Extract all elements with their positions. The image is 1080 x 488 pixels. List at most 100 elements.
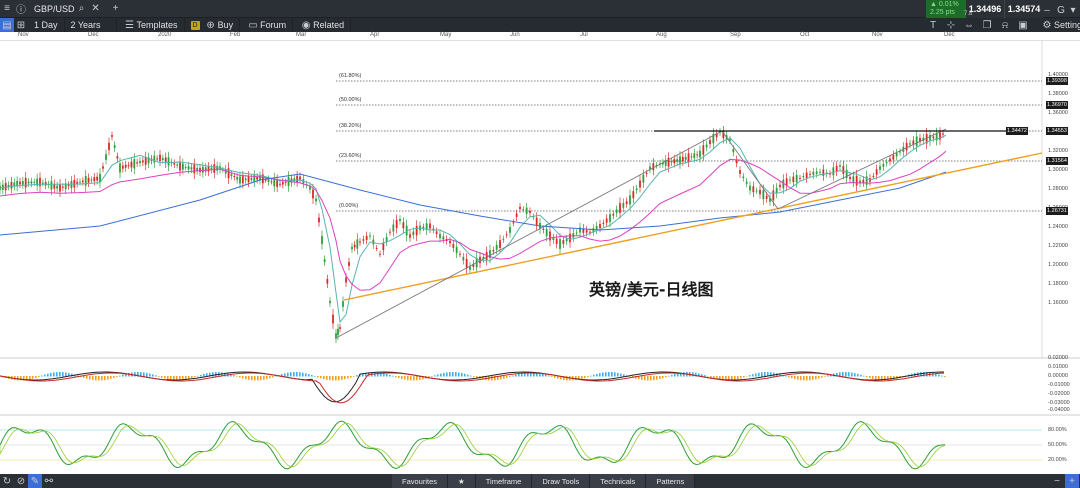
candle-body: [565, 238, 568, 242]
price-tick: 1.28000: [1048, 186, 1068, 192]
candle-body: [882, 163, 885, 167]
fib-price-label: 1.26731: [1046, 207, 1068, 215]
close-icon[interactable]: ✕: [91, 3, 100, 14]
stoch-d-line: [0, 422, 946, 468]
link-icon[interactable]: ⚯: [44, 475, 54, 487]
macd-histogram-bar: [161, 376, 163, 378]
candle-body: [39, 177, 41, 187]
buy-label: Buy: [217, 20, 234, 30]
macd-histogram-bar: [896, 376, 898, 379]
candle-body: [264, 179, 267, 181]
macd-histogram-bar: [179, 376, 181, 381]
macd-histogram-bar: [725, 376, 727, 381]
macd-histogram-bar: [392, 375, 394, 377]
candle-body: [939, 132, 941, 140]
bottom-tab[interactable]: Patterns: [646, 474, 696, 488]
settings-gear-icon[interactable]: G: [1057, 4, 1065, 16]
collapse-icon[interactable]: −: [1054, 475, 1060, 487]
bottom-tab[interactable]: Favourites: [392, 474, 449, 488]
templates-button[interactable]: ☰ Templates: [117, 18, 185, 32]
macd-histogram-bar: [95, 376, 97, 381]
macd-histogram-bar: [236, 376, 238, 377]
macd-histogram-bar: [362, 373, 364, 377]
candle-body: [422, 226, 425, 228]
macd-histogram-bar: [38, 376, 40, 377]
copy-icon[interactable]: ❐: [982, 19, 992, 31]
range-select[interactable]: 2 Years: [65, 18, 117, 32]
candle-body: [425, 223, 428, 231]
macd-histogram-bar: [272, 376, 274, 378]
minimize-icon[interactable]: –: [1044, 4, 1050, 16]
macd-histogram-bar: [434, 375, 436, 377]
ask-price[interactable]: 1.34574: [1004, 0, 1043, 18]
macd-histogram-bar: [770, 372, 772, 377]
grid-icon[interactable]: ⊞: [16, 19, 26, 31]
candle-body: [187, 165, 190, 170]
chart-type-icon[interactable]: ▤: [0, 18, 14, 32]
menu-icon[interactable]: ≡: [4, 3, 10, 14]
price-chart[interactable]: [0, 40, 1080, 474]
instrument-tab[interactable]: GBP/USD ⌕ ✕: [28, 0, 109, 18]
candle-body: [875, 169, 878, 175]
pencil-icon[interactable]: ✎: [28, 474, 42, 488]
forum-button[interactable]: ▭ Forum: [240, 18, 294, 32]
candle-body: [372, 239, 375, 245]
search-icon[interactable]: ⌕: [78, 3, 85, 14]
no-draw-icon[interactable]: ⊘: [16, 475, 26, 487]
macd-histogram-bar: [944, 376, 946, 377]
macd-histogram-bar: [476, 376, 478, 378]
candle-body: [822, 169, 825, 176]
candle-body: [819, 171, 821, 173]
macd-histogram-bar: [674, 374, 676, 377]
macd-histogram-bar: [215, 372, 217, 377]
price-tick: 1.32000: [1048, 148, 1068, 154]
bid-price[interactable]: 1.34496: [966, 0, 1004, 18]
candle-body: [33, 181, 36, 183]
candle-body: [872, 175, 875, 177]
macd-histogram-bar: [599, 373, 601, 377]
candle-body: [865, 176, 868, 185]
buy-button[interactable]: D ⊕ Buy: [185, 18, 241, 32]
candle-body: [281, 181, 284, 185]
info-icon[interactable]: ⓘ: [16, 5, 26, 16]
macd-histogram-bar: [668, 375, 670, 377]
current-price-label: 1.34472: [1006, 127, 1028, 135]
expand-icon[interactable]: +: [1065, 474, 1079, 488]
crosshair-icon[interactable]: ⊹: [946, 19, 956, 31]
timeframe-select[interactable]: 1 Day: [28, 18, 65, 32]
candle-body: [661, 162, 664, 165]
candle-body: [167, 157, 170, 166]
macd-histogram-bar: [281, 374, 283, 377]
layout-icon[interactable]: ▣: [1018, 19, 1028, 31]
related-button[interactable]: ◉ Related: [293, 18, 352, 32]
macd-histogram-bar: [422, 376, 424, 380]
bottom-tab[interactable]: Draw Tools: [532, 474, 591, 488]
fib-level-label: (50.00%): [339, 97, 362, 103]
macd-histogram-bar: [437, 374, 439, 377]
star-icon[interactable]: ★: [448, 474, 476, 488]
candle-body: [696, 154, 699, 156]
macd-histogram-bar: [659, 376, 661, 380]
macd-histogram-bar: [869, 376, 871, 379]
text-tool-icon[interactable]: T: [929, 19, 937, 31]
candle-body: [932, 136, 935, 139]
window-icon[interactable]: ▾: [1070, 4, 1076, 16]
top-bar: ≡ ⓘ GBP/USD ⌕ ✕ + ▲ 0.01% 2.25 pts 1.344…: [0, 0, 1080, 18]
macd-histogram-bar: [614, 372, 616, 377]
macd-histogram-bar: [317, 376, 319, 378]
settings-button[interactable]: ⚙Settings: [1034, 18, 1080, 32]
bottom-bar: ↻ ⊘ ✎ ⚯ Favourites ★ Timeframe Draw Tools Te…: [0, 474, 1080, 488]
scale-icon[interactable]: ⇔: [964, 19, 974, 31]
candle-body: [772, 190, 775, 201]
candle-body: [802, 176, 805, 178]
add-tab-icon[interactable]: +: [112, 3, 119, 14]
macd-histogram-bar: [107, 376, 109, 380]
bottom-tab[interactable]: Technicals: [590, 474, 647, 488]
bottom-tab[interactable]: Timeframe: [475, 474, 533, 488]
bell-icon[interactable]: ⍾: [1001, 19, 1009, 31]
candle-body: [749, 185, 751, 191]
candle-body: [732, 149, 735, 153]
candle-body: [141, 160, 144, 163]
refresh-icon[interactable]: ↻: [2, 475, 12, 487]
candle-body: [625, 201, 628, 205]
